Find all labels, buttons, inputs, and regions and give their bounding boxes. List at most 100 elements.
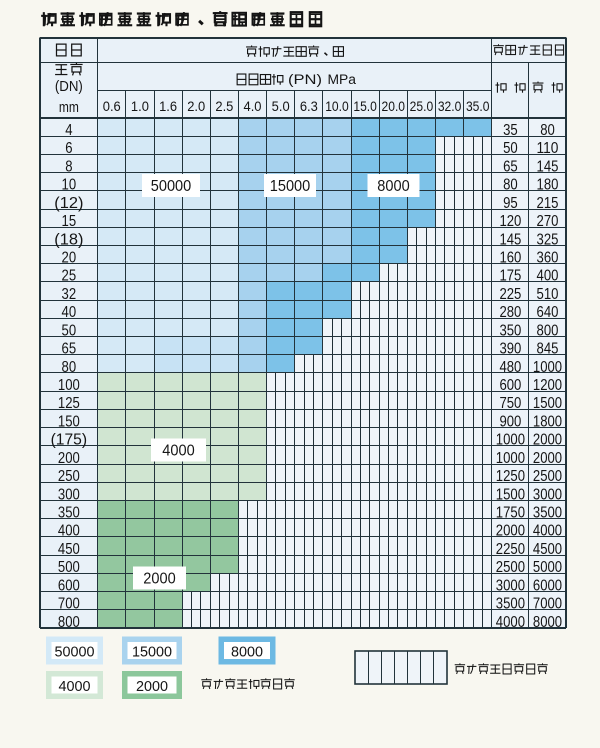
svg-text:2000: 2000 — [496, 523, 525, 540]
svg-text:145: 145 — [499, 231, 521, 248]
svg-text:3000: 3000 — [496, 577, 525, 594]
svg-text:(PN): (PN) — [288, 72, 322, 87]
svg-text:80: 80 — [503, 177, 518, 194]
svg-text:(18): (18) — [54, 231, 83, 248]
svg-text:25.0: 25.0 — [410, 98, 434, 114]
svg-text:2250: 2250 — [496, 541, 525, 558]
svg-text:2000: 2000 — [533, 432, 562, 449]
svg-text:25: 25 — [62, 268, 77, 285]
svg-text:4: 4 — [65, 122, 72, 139]
svg-text:4500: 4500 — [533, 541, 562, 558]
svg-text:mm: mm — [59, 99, 79, 116]
svg-text:0.6: 0.6 — [103, 98, 121, 114]
svg-text:800: 800 — [537, 322, 559, 339]
svg-text:600: 600 — [499, 377, 521, 394]
svg-text:175: 175 — [499, 268, 521, 285]
svg-text:800: 800 — [58, 614, 80, 631]
svg-text:6: 6 — [65, 140, 72, 157]
svg-text:450: 450 — [58, 541, 80, 558]
svg-text:10.0: 10.0 — [325, 98, 349, 114]
svg-text:8000: 8000 — [231, 643, 263, 660]
svg-text:8: 8 — [65, 158, 72, 175]
svg-text:15000: 15000 — [132, 643, 172, 660]
svg-text:225: 225 — [499, 286, 521, 303]
svg-text:2500: 2500 — [496, 559, 525, 576]
svg-text:200: 200 — [58, 450, 80, 467]
svg-text:2000: 2000 — [143, 570, 176, 587]
svg-text:32.0: 32.0 — [438, 98, 462, 114]
svg-text:1500: 1500 — [496, 486, 525, 503]
svg-text:1200: 1200 — [533, 377, 562, 394]
svg-text:2.5: 2.5 — [215, 98, 233, 114]
svg-text:35.0: 35.0 — [466, 98, 490, 114]
svg-text:2000: 2000 — [136, 678, 168, 695]
svg-text:8000: 8000 — [533, 614, 562, 631]
svg-text:(175): (175) — [51, 432, 88, 449]
svg-text:1250: 1250 — [496, 468, 525, 485]
svg-text:300: 300 — [58, 486, 80, 503]
svg-text:215: 215 — [537, 195, 559, 212]
svg-text:845: 845 — [537, 341, 559, 358]
svg-text:65: 65 — [62, 341, 77, 358]
svg-text:40: 40 — [62, 304, 77, 321]
svg-text:(12): (12) — [54, 195, 83, 212]
svg-text:20: 20 — [62, 250, 77, 267]
svg-text:400: 400 — [58, 523, 80, 540]
svg-text:480: 480 — [499, 359, 521, 376]
svg-text:160: 160 — [499, 250, 521, 267]
svg-text:35: 35 — [503, 122, 518, 139]
svg-text:110: 110 — [537, 140, 559, 157]
svg-text:80: 80 — [540, 122, 555, 139]
svg-text:1.0: 1.0 — [131, 98, 149, 114]
svg-text:10: 10 — [62, 177, 77, 194]
svg-text:2.0: 2.0 — [187, 98, 205, 114]
svg-text:80: 80 — [62, 359, 77, 376]
svg-text:4000: 4000 — [496, 614, 525, 631]
svg-text:6000: 6000 — [533, 577, 562, 594]
svg-text:8000: 8000 — [377, 178, 410, 195]
svg-text:50000: 50000 — [55, 643, 95, 660]
svg-text:145: 145 — [537, 158, 559, 175]
svg-text:100: 100 — [58, 377, 80, 394]
svg-text:(DN): (DN) — [55, 78, 83, 95]
svg-text:6.3: 6.3 — [300, 98, 318, 114]
svg-text:65: 65 — [503, 158, 518, 175]
svg-text:50: 50 — [62, 322, 77, 339]
svg-text:325: 325 — [537, 231, 559, 248]
svg-text:7000: 7000 — [533, 596, 562, 613]
svg-text:15000: 15000 — [270, 178, 311, 195]
svg-text:MPa: MPa — [328, 72, 357, 87]
svg-text:350: 350 — [499, 322, 521, 339]
svg-text:1000: 1000 — [496, 450, 525, 467]
svg-text:510: 510 — [537, 286, 559, 303]
svg-text:1750: 1750 — [496, 505, 525, 522]
svg-text:390: 390 — [499, 341, 521, 358]
svg-text:5000: 5000 — [533, 559, 562, 576]
svg-text:3000: 3000 — [533, 486, 562, 503]
svg-text:500: 500 — [58, 559, 80, 576]
svg-text:270: 270 — [537, 213, 559, 230]
svg-text:250: 250 — [58, 468, 80, 485]
svg-text:5.0: 5.0 — [272, 98, 290, 114]
svg-text:1500: 1500 — [533, 395, 562, 412]
svg-text:600: 600 — [58, 577, 80, 594]
svg-text:280: 280 — [499, 304, 521, 321]
svg-text:2000: 2000 — [533, 450, 562, 467]
svg-text:4000: 4000 — [162, 442, 195, 459]
svg-text:95: 95 — [503, 195, 518, 212]
svg-text:4000: 4000 — [533, 523, 562, 540]
svg-text:125: 125 — [58, 395, 80, 412]
svg-text:1000: 1000 — [533, 359, 562, 376]
svg-text:50: 50 — [503, 140, 518, 157]
svg-text:2500: 2500 — [533, 468, 562, 485]
svg-text:700: 700 — [58, 596, 80, 613]
svg-text:1000: 1000 — [496, 432, 525, 449]
svg-text:3500: 3500 — [496, 596, 525, 613]
svg-text:15.0: 15.0 — [353, 98, 377, 114]
svg-text:400: 400 — [537, 268, 559, 285]
svg-text:750: 750 — [499, 395, 521, 412]
svg-text:900: 900 — [499, 413, 521, 430]
svg-text:4000: 4000 — [59, 678, 91, 695]
svg-text:15: 15 — [62, 213, 77, 230]
svg-text:180: 180 — [537, 177, 559, 194]
